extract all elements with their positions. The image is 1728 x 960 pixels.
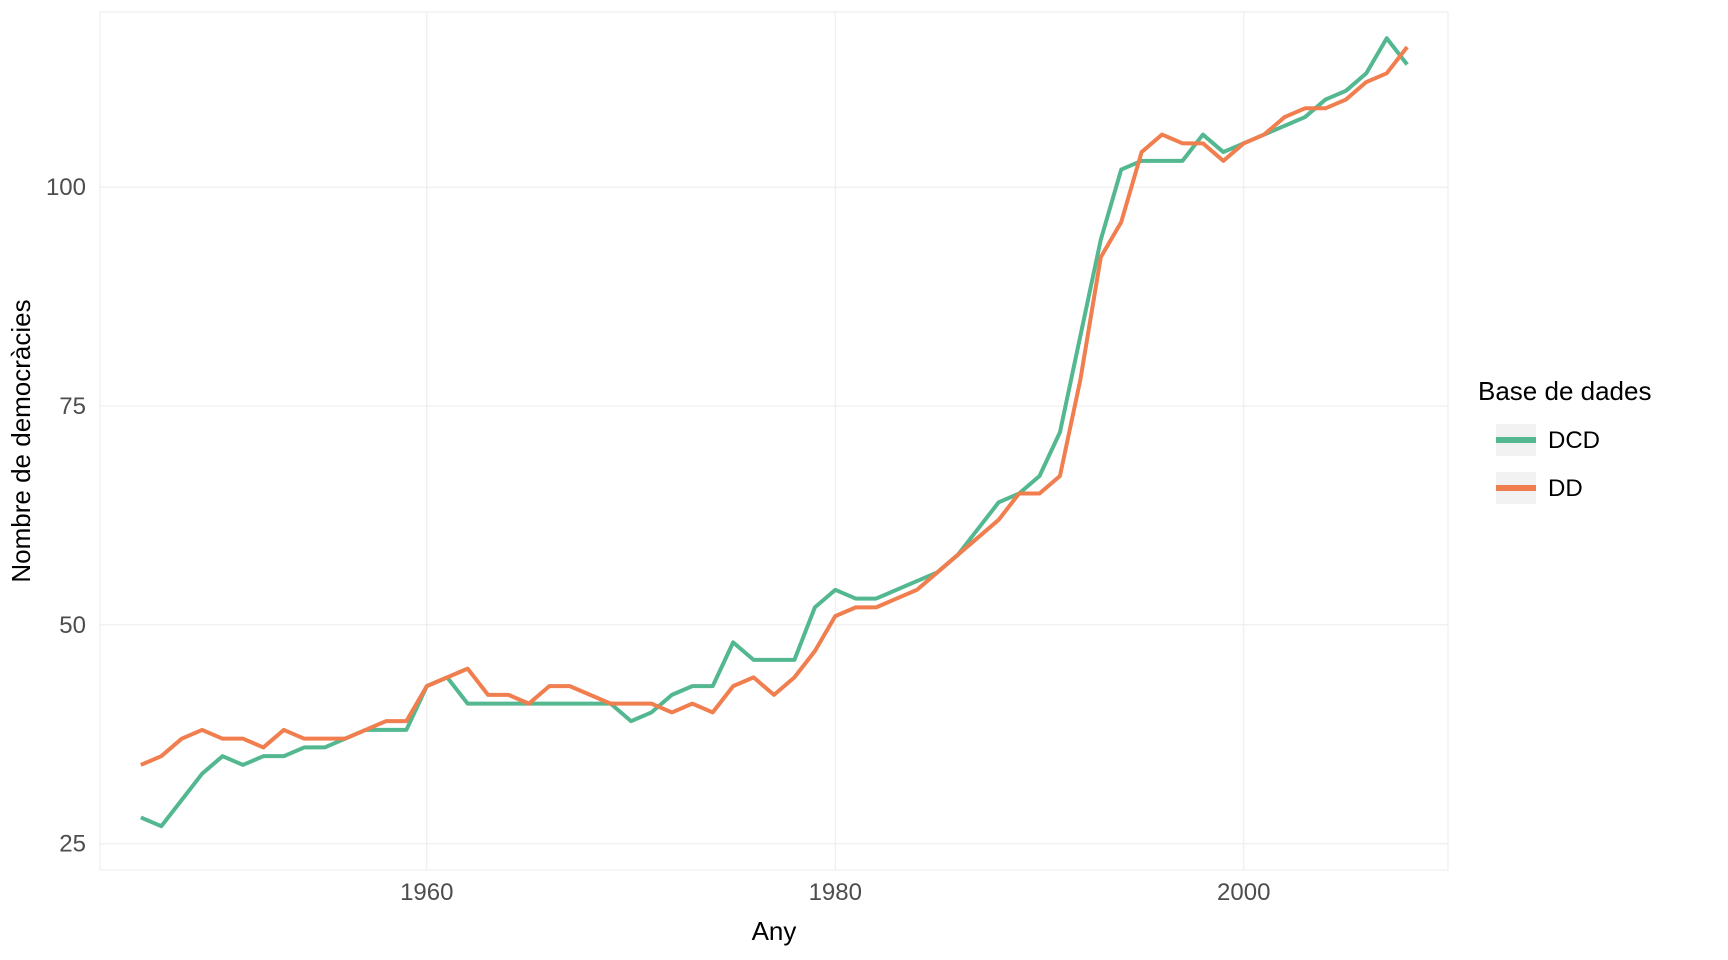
y-axis-label: Nombre de democràcies: [6, 299, 36, 582]
legend-label-dcd: DCD: [1548, 427, 1600, 454]
x-tick-label: 1980: [809, 879, 862, 906]
line-chart: 1960 1980 2000 25 50 75 100 Any Nombre de democr…: [0, 0, 1728, 960]
chart-container: 1960 1980 2000 25 50 75 100 Any Nombre de democr…: [0, 0, 1728, 960]
legend-label-dd: DD: [1548, 475, 1583, 502]
y-tick-label: 50: [59, 612, 86, 639]
y-tick-label: 100: [46, 174, 86, 201]
legend-title: Base de dades: [1478, 376, 1651, 406]
x-tick-label: 1960: [400, 879, 453, 906]
x-tick-label: 2000: [1217, 879, 1270, 906]
y-tick-label: 75: [59, 393, 86, 420]
x-axis-label: Any: [752, 916, 797, 946]
y-tick-label: 25: [59, 831, 86, 858]
